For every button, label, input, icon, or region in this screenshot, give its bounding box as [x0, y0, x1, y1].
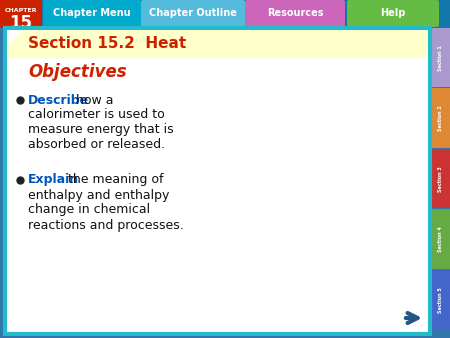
Text: Describe: Describe — [28, 94, 89, 106]
Text: Explain: Explain — [28, 173, 79, 187]
Polygon shape — [7, 30, 23, 46]
FancyBboxPatch shape — [7, 30, 428, 332]
FancyBboxPatch shape — [432, 149, 450, 208]
FancyBboxPatch shape — [7, 30, 428, 58]
Text: reactions and processes.: reactions and processes. — [28, 218, 184, 232]
FancyBboxPatch shape — [43, 0, 141, 27]
FancyBboxPatch shape — [432, 270, 450, 329]
FancyBboxPatch shape — [432, 209, 450, 269]
Text: Chapter Menu: Chapter Menu — [53, 8, 131, 19]
Text: Section 1: Section 1 — [438, 45, 444, 71]
Text: Section 4: Section 4 — [438, 226, 444, 252]
FancyBboxPatch shape — [432, 89, 450, 148]
Text: calorimeter is used to: calorimeter is used to — [28, 108, 165, 121]
Text: Resources: Resources — [267, 8, 323, 19]
Text: Objectives: Objectives — [28, 63, 126, 81]
Text: absorbed or released.: absorbed or released. — [28, 139, 165, 151]
Text: Section 2: Section 2 — [438, 106, 444, 131]
FancyBboxPatch shape — [141, 0, 245, 27]
Text: the meaning of: the meaning of — [68, 173, 163, 187]
Text: measure energy that is: measure energy that is — [28, 123, 174, 137]
FancyBboxPatch shape — [0, 0, 42, 28]
Text: CHAPTER: CHAPTER — [5, 8, 37, 13]
FancyBboxPatch shape — [432, 28, 450, 88]
Text: Section 5: Section 5 — [438, 287, 444, 313]
Text: Section 15.2  Heat: Section 15.2 Heat — [28, 37, 186, 51]
Text: Help: Help — [380, 8, 406, 19]
Text: how a: how a — [76, 94, 113, 106]
FancyBboxPatch shape — [347, 0, 439, 27]
Text: enthalpy and enthalpy: enthalpy and enthalpy — [28, 189, 169, 201]
Text: 15: 15 — [9, 14, 32, 32]
Text: Section 3: Section 3 — [438, 166, 444, 192]
Text: change in chemical: change in chemical — [28, 203, 150, 217]
FancyBboxPatch shape — [0, 0, 450, 28]
Text: Chapter Outline: Chapter Outline — [149, 8, 237, 19]
FancyBboxPatch shape — [245, 0, 345, 27]
